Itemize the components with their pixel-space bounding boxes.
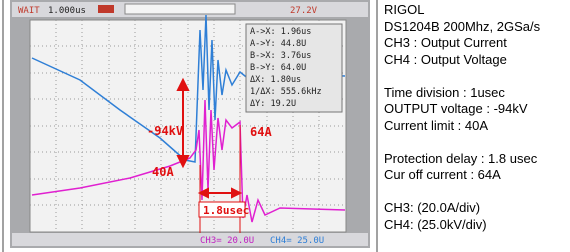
measurement: B->X: 3.76us	[250, 51, 311, 61]
note-line: CH3 : Output Current	[384, 35, 540, 52]
memory-bar	[125, 4, 235, 14]
channel-scale: CH3= 20.0U	[200, 236, 254, 246]
note-line: Cur off current : 64A	[384, 167, 540, 184]
measurement: 1/ΔX: 555.6kHz	[250, 87, 322, 97]
measurement: ΔY: 19.2U	[250, 99, 296, 109]
note-line: Time division : 1usec	[384, 85, 540, 102]
note-line: CH3: (20.0A/div)	[384, 200, 540, 217]
note-line: CH4: (25.0kV/div)	[384, 217, 540, 234]
page: WAIT 1.000us 27.2V A->X: 1.96us A->Y: 44.…	[0, 0, 570, 252]
note-line: Protection delay : 1.8 usec	[384, 151, 540, 168]
note-line: RIGOL	[384, 2, 540, 19]
note-group: CH3: (20.0A/div)CH4: (25.0kV/div)	[384, 200, 540, 233]
scope-panel: WAIT 1.000us 27.2V A->X: 1.96us A->Y: 44.…	[0, 0, 378, 252]
annotation: 40A	[152, 165, 174, 179]
measurement: B->Y: 64.0U	[250, 63, 306, 73]
note-line: DS1204B 200Mhz, 2GSa/s	[384, 19, 540, 36]
annotation: -94kV	[147, 124, 183, 138]
annotation: 64A	[250, 125, 272, 139]
note-line: CH4 : Output Voltage	[384, 52, 540, 69]
status-timebase: 1.000us	[48, 6, 86, 16]
annotation: 1.8usec	[203, 204, 249, 217]
measurement: A->Y: 44.8U	[250, 39, 306, 49]
icon	[98, 5, 114, 13]
status-trigger: 27.2V	[290, 6, 318, 16]
note-line: OUTPUT voltage : -94kV	[384, 101, 540, 118]
status-mode: WAIT	[18, 6, 40, 16]
channel-scale: CH4= 25.0U	[270, 236, 324, 246]
note-line: Current limit : 40A	[384, 118, 540, 135]
measurement: A->X: 1.96us	[250, 27, 311, 37]
measurement: ΔX: 1.80us	[250, 75, 301, 85]
